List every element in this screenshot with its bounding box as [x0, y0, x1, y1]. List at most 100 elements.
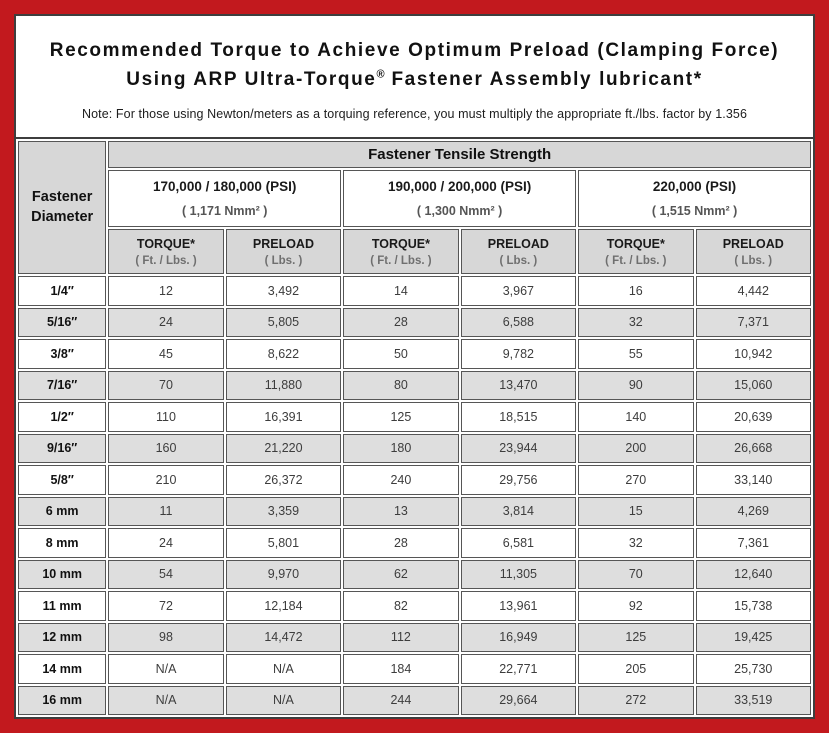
preload-2-cell: 3,967 — [460, 276, 577, 306]
torque-2-cell: 50 — [343, 339, 459, 369]
nmm-rating: ( 1,171 Nmm² ) — [181, 204, 268, 218]
torque-2-cell: 112 — [343, 622, 459, 652]
torque-1-cell: 160 — [108, 433, 224, 463]
table-row: 1/4″ 12 3,492 14 3,967 16 4,442 — [18, 276, 811, 306]
preload-2-cell: 23,944 — [460, 433, 577, 463]
masthead: Recommended Torque to Achieve Optimum Pr… — [16, 16, 813, 139]
preload-1-cell: N/A — [225, 654, 342, 684]
preload-3-cell: 15,060 — [695, 370, 811, 400]
table-header: Fastener Diameter Fastener Tensile Stren… — [18, 141, 811, 274]
diameter-cell: 1/2″ — [18, 402, 107, 432]
registered-mark: ® — [376, 68, 385, 81]
table-row: 5/8″ 210 26,372 240 29,756 270 33,140 — [18, 465, 811, 495]
preload-3-cell: 25,730 — [695, 654, 811, 684]
column-header: TORQUE* ( Ft. / Lbs. ) — [343, 229, 459, 274]
corner-line1: Fastener — [31, 188, 93, 205]
column-header-unit: ( Lbs. ) — [734, 254, 773, 267]
column-header-unit: ( Ft. / Lbs. ) — [605, 254, 667, 267]
torque-1-cell: 210 — [108, 465, 224, 495]
table-row: 16 mm N/A N/A 244 29,664 272 33,519 — [18, 685, 811, 715]
table-row: 11 mm 72 12,184 82 13,961 92 15,738 — [18, 591, 811, 621]
preload-3-cell: 33,519 — [695, 685, 811, 715]
torque-2-cell: 80 — [343, 370, 459, 400]
title-line2-post: Fastener Assembly lubricant* — [384, 68, 703, 90]
column-header-title: TORQUE* — [371, 236, 430, 251]
preload-1-cell: 3,359 — [225, 496, 342, 526]
preload-2-cell: 13,961 — [460, 591, 577, 621]
torque-1-cell: 24 — [108, 307, 224, 337]
psi-group-header: 190,000 / 200,000 (PSI) ( 1,300 Nmm² ) — [343, 170, 577, 227]
torque-2-cell: 13 — [343, 496, 459, 526]
table-row: 7/16″ 70 11,880 80 13,470 90 15,060 — [18, 370, 811, 400]
preload-3-cell: 15,738 — [695, 591, 811, 621]
preload-3-cell: 12,640 — [695, 559, 811, 589]
column-header: TORQUE* ( Ft. / Lbs. ) — [108, 229, 224, 274]
torque-2-cell: 180 — [343, 433, 459, 463]
diameter-cell: 5/8″ — [18, 465, 107, 495]
column-header: PRELOAD ( Lbs. ) — [695, 229, 811, 274]
torque-3-cell: 16 — [578, 276, 694, 306]
preload-3-cell: 10,942 — [695, 339, 811, 369]
column-header-title: PRELOAD — [252, 236, 314, 251]
torque-3-cell: 140 — [578, 402, 694, 432]
torque-2-cell: 14 — [343, 276, 459, 306]
psi-group-row: 170,000 / 180,000 (PSI) ( 1,171 Nmm² ) 1… — [18, 170, 811, 227]
diameter-cell: 9/16″ — [18, 433, 107, 463]
preload-2-cell: 9,782 — [460, 339, 577, 369]
psi-group-header: 220,000 (PSI) ( 1,515 Nmm² ) — [578, 170, 811, 227]
torque-3-cell: 55 — [578, 339, 694, 369]
table-row: 9/16″ 160 21,220 180 23,944 200 26,668 — [18, 433, 811, 463]
preload-2-cell: 18,515 — [460, 402, 577, 432]
column-header: PRELOAD ( Lbs. ) — [225, 229, 342, 274]
preload-3-cell: 7,361 — [695, 528, 811, 558]
preload-1-cell: 14,472 — [225, 622, 342, 652]
preload-1-cell: 3,492 — [225, 276, 342, 306]
torque-3-cell: 270 — [578, 465, 694, 495]
nmm-rating: ( 1,300 Nmm² ) — [416, 204, 503, 218]
page-title-line2: Using ARP Ultra-Torque® Fastener Assembl… — [16, 66, 813, 95]
tensile-strength-header: Fastener Tensile Strength — [108, 141, 811, 168]
torque-3-cell: 32 — [578, 528, 694, 558]
torque-1-cell: 12 — [108, 276, 224, 306]
torque-2-cell: 82 — [343, 591, 459, 621]
preload-2-cell: 29,664 — [460, 685, 577, 715]
column-header-unit: ( Ft. / Lbs. ) — [370, 254, 432, 267]
preload-2-cell: 11,305 — [460, 559, 577, 589]
preload-1-cell: 16,391 — [225, 402, 342, 432]
table-body: 1/4″ 12 3,492 14 3,967 16 4,442 5/16″ 24… — [18, 276, 811, 715]
preload-1-cell: 26,372 — [225, 465, 342, 495]
table-row: 12 mm 98 14,472 112 16,949 125 19,425 — [18, 622, 811, 652]
preload-1-cell: 5,805 — [225, 307, 342, 337]
column-header-title: PRELOAD — [722, 236, 784, 251]
torque-1-cell: N/A — [108, 685, 224, 715]
content-panel: Recommended Torque to Achieve Optimum Pr… — [14, 14, 815, 719]
psi-rating: 170,000 / 180,000 (PSI) — [153, 179, 297, 194]
table-row: 8 mm 24 5,801 28 6,581 32 7,361 — [18, 528, 811, 558]
title-line2-pre: Using ARP Ultra-Torque — [126, 68, 377, 90]
column-header-unit: ( Ft. / Lbs. ) — [135, 254, 197, 267]
torque-2-cell: 125 — [343, 402, 459, 432]
torque-3-cell: 90 — [578, 370, 694, 400]
preload-2-cell: 13,470 — [460, 370, 577, 400]
torque-3-cell: 92 — [578, 591, 694, 621]
preload-3-cell: 4,269 — [695, 496, 811, 526]
torque-2-cell: 62 — [343, 559, 459, 589]
column-header-unit: ( Lbs. ) — [499, 254, 538, 267]
preload-3-cell: 7,371 — [695, 307, 811, 337]
column-header: TORQUE* ( Ft. / Lbs. ) — [578, 229, 694, 274]
corner-line2: Diameter — [31, 208, 94, 225]
table-row: 6 mm 11 3,359 13 3,814 15 4,269 — [18, 496, 811, 526]
preload-1-cell: 9,970 — [225, 559, 342, 589]
column-header-unit: ( Lbs. ) — [264, 254, 303, 267]
torque-3-cell: 205 — [578, 654, 694, 684]
diameter-cell: 16 mm — [18, 685, 107, 715]
torque-2-cell: 28 — [343, 528, 459, 558]
diameter-cell: 12 mm — [18, 622, 107, 652]
torque-1-cell: 45 — [108, 339, 224, 369]
preload-1-cell: 5,801 — [225, 528, 342, 558]
table-row: 14 mm N/A N/A 184 22,771 205 25,730 — [18, 654, 811, 684]
torque-1-cell: 70 — [108, 370, 224, 400]
diameter-cell: 6 mm — [18, 496, 107, 526]
torque-3-cell: 200 — [578, 433, 694, 463]
